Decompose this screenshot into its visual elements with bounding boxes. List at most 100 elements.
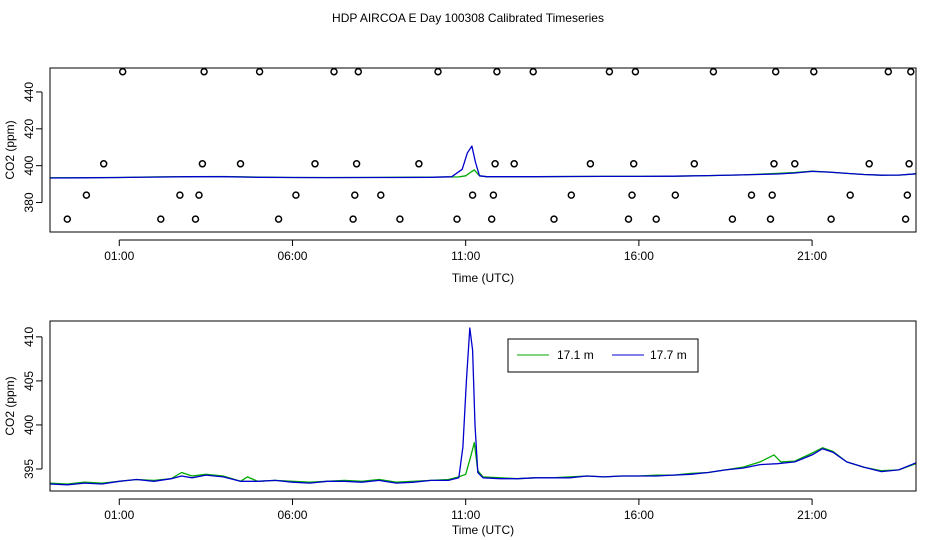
top-scatter-point	[118, 67, 127, 76]
top-scatter-point	[82, 191, 91, 199]
top-scatter-point	[200, 67, 208, 76]
top-scatter-point	[195, 191, 203, 199]
bottom-x-tick-label: 11:00	[451, 508, 480, 522]
top-scatter-point	[434, 67, 442, 76]
top-scatter-point	[468, 191, 477, 199]
bottom-y-axis-label: CO2 (ppm)	[3, 376, 17, 435]
top-scatter-point	[629, 160, 638, 168]
top-scatter-point	[567, 191, 576, 199]
top-scatter-point	[728, 215, 737, 223]
top-x-tick-label: 06:00	[277, 249, 307, 263]
top-scatter-point	[487, 215, 496, 223]
top-scatter-point	[709, 67, 718, 76]
bottom-x-tick-label: 21:00	[797, 508, 827, 522]
bottom-y-tick-label: 395	[22, 459, 36, 479]
top-scatter-point	[671, 191, 680, 199]
chart-title: HDP AIRCOA E Day 100308 Calibrated Times…	[332, 11, 604, 25]
top-scatter-point	[529, 67, 537, 76]
top-scatter-point	[99, 160, 108, 168]
top-scatter-point	[198, 160, 207, 168]
top-y-tick-label: 400	[22, 155, 36, 175]
top-x-axis-label: Time (UTC)	[452, 271, 514, 285]
top-scatter-point	[846, 191, 854, 199]
top-scatter-point	[453, 215, 461, 223]
top-scatter-point	[903, 191, 912, 199]
top-scatter-point	[771, 67, 780, 76]
top-scatter-point	[652, 215, 660, 223]
top-scatter-point	[747, 191, 756, 199]
top-plot-frame	[49, 67, 917, 233]
top-scatter-point	[377, 191, 385, 199]
top-x-tick-label: 11:00	[451, 249, 480, 263]
top-scatter-point	[349, 215, 357, 223]
top-scatter-point	[510, 160, 518, 168]
bottom-panel: 01:00 06:00 11:00 16:00 21:00 395 400 405 410 T…	[3, 320, 917, 537]
bottom-plot-frame	[49, 320, 917, 492]
top-scatter-point	[766, 215, 775, 223]
top-y-tick-label: 380	[22, 192, 36, 212]
top-scatter-point	[274, 215, 283, 223]
bottom-y-tick-label: 405	[22, 371, 36, 391]
top-scatter-point	[176, 191, 184, 199]
top-scatter-point	[489, 191, 498, 199]
bottom-x-tick-label: 16:00	[624, 508, 654, 522]
top-panel: 01:00 06:00 11:00 16:00 21:00 380 400 420 440 T…	[3, 67, 917, 285]
top-scatter-point	[415, 160, 423, 168]
top-scatter-point	[255, 67, 264, 76]
top-y-tick-label: 440	[22, 82, 36, 102]
top-scatter-point	[292, 191, 300, 199]
top-scatter-point	[907, 67, 915, 76]
top-x-tick-label: 16:00	[624, 249, 654, 263]
top-scatter-point	[791, 160, 799, 168]
top-scatter-point	[770, 160, 778, 168]
top-scatter-point	[628, 191, 636, 199]
bottom-y-axis: 395 400 405 410	[22, 327, 43, 479]
bottom-y-tick-label: 410	[22, 327, 36, 347]
top-series-line-1	[49, 145, 917, 179]
top-scatter-point	[493, 67, 501, 76]
top-y-axis-label: CO2 (ppm)	[3, 120, 17, 179]
top-scatter-point	[330, 67, 338, 76]
top-scatter-point	[884, 67, 893, 76]
top-scatter-point	[690, 160, 699, 168]
top-scatter-point	[624, 215, 633, 223]
bottom-x-tick-label: 01:00	[104, 508, 134, 522]
top-points-layer	[63, 67, 915, 223]
top-series-layer	[49, 145, 917, 179]
top-x-axis: 01:00 06:00 11:00 16:00 21:00	[104, 239, 827, 263]
top-scatter-point	[236, 160, 245, 168]
top-scatter-point	[905, 160, 913, 168]
top-scatter-point	[901, 215, 910, 223]
top-scatter-point	[827, 215, 835, 223]
bottom-series-line-1	[49, 327, 917, 486]
top-scatter-point	[550, 215, 558, 223]
top-x-tick-label: 01:00	[104, 249, 134, 263]
top-scatter-point	[810, 67, 818, 76]
top-scatter-point	[311, 160, 319, 168]
legend-label-1: 17.7 m	[650, 348, 687, 362]
legend-label-0: 17.1 m	[557, 348, 594, 362]
bottom-x-axis-label: Time (UTC)	[452, 523, 514, 537]
top-scatter-point	[354, 67, 363, 76]
bottom-series-layer	[49, 327, 917, 486]
top-x-tick-label: 21:00	[797, 249, 827, 263]
bottom-series-line-0	[49, 441, 917, 485]
top-y-tick-label: 420	[22, 118, 36, 138]
bottom-x-axis: 01:00 06:00 11:00 16:00 21:00	[104, 498, 827, 522]
top-scatter-point	[157, 215, 165, 223]
top-scatter-point	[605, 67, 614, 76]
top-scatter-point	[586, 160, 595, 168]
bottom-y-tick-label: 400	[22, 415, 36, 435]
top-scatter-point	[491, 160, 499, 168]
top-scatter-point	[768, 191, 776, 199]
top-scatter-point	[631, 67, 640, 76]
bottom-x-tick-label: 06:00	[277, 508, 307, 522]
top-scatter-point	[352, 160, 361, 168]
legend: 17.1 m 17.7 m	[507, 338, 699, 373]
top-scatter-point	[865, 160, 873, 168]
top-scatter-point	[396, 215, 404, 223]
top-scatter-point	[351, 191, 359, 199]
top-scatter-point	[191, 215, 200, 223]
top-y-axis: 380 400 420 440	[22, 82, 43, 213]
top-scatter-point	[63, 215, 72, 223]
